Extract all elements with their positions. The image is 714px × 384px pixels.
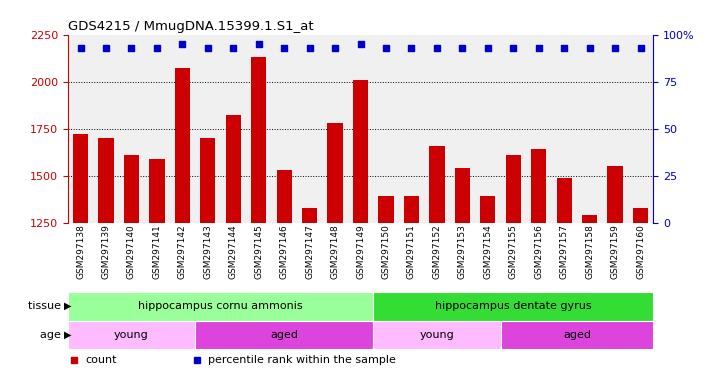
Point — [176, 41, 188, 47]
Text: young: young — [114, 330, 149, 340]
Point — [482, 45, 493, 51]
Point — [278, 45, 290, 51]
Bar — [195, 321, 373, 349]
Bar — [531, 149, 546, 223]
Point — [202, 45, 213, 51]
Point — [228, 45, 239, 51]
Bar — [175, 68, 190, 223]
Point — [610, 45, 621, 51]
Bar — [506, 155, 521, 223]
Text: age: age — [40, 330, 64, 340]
Bar — [373, 321, 501, 349]
Text: percentile rank within the sample: percentile rank within the sample — [208, 355, 396, 365]
Bar — [149, 159, 164, 223]
Bar — [68, 321, 195, 349]
Bar — [99, 138, 114, 223]
Text: ▶: ▶ — [64, 330, 72, 340]
Point — [508, 45, 519, 51]
Bar — [353, 80, 368, 223]
Text: hippocampus cornu ammonis: hippocampus cornu ammonis — [139, 301, 303, 311]
Point — [100, 45, 111, 51]
Bar — [73, 134, 89, 223]
Bar — [404, 196, 419, 223]
Point — [151, 45, 163, 51]
Bar — [124, 155, 139, 223]
Point — [533, 45, 545, 51]
Point — [126, 45, 137, 51]
Point — [584, 45, 595, 51]
Bar — [608, 166, 623, 223]
Text: count: count — [86, 355, 117, 365]
Point — [355, 41, 366, 47]
Bar — [501, 321, 653, 349]
Point — [329, 45, 341, 51]
Text: young: young — [420, 330, 454, 340]
Text: aged: aged — [563, 330, 591, 340]
Bar — [557, 177, 572, 223]
Point — [457, 45, 468, 51]
Bar — [373, 292, 653, 321]
Bar — [429, 146, 445, 223]
Bar — [68, 292, 373, 321]
Bar — [378, 196, 393, 223]
Point — [558, 45, 570, 51]
Point — [431, 45, 443, 51]
Text: ▶: ▶ — [64, 301, 72, 311]
Bar — [200, 138, 216, 223]
Point — [635, 45, 646, 51]
Bar — [251, 57, 266, 223]
Bar — [226, 116, 241, 223]
Text: aged: aged — [270, 330, 298, 340]
Point — [406, 45, 417, 51]
Bar — [455, 168, 470, 223]
Text: tissue: tissue — [28, 301, 64, 311]
Point — [381, 45, 392, 51]
Bar — [276, 170, 292, 223]
Bar — [633, 208, 648, 223]
Point — [253, 41, 264, 47]
Point — [304, 45, 316, 51]
Point — [75, 45, 86, 51]
Bar — [481, 196, 496, 223]
Text: hippocampus dentate gyrus: hippocampus dentate gyrus — [435, 301, 592, 311]
Bar — [302, 208, 317, 223]
Bar — [328, 123, 343, 223]
Text: GDS4215 / MmugDNA.15399.1.S1_at: GDS4215 / MmugDNA.15399.1.S1_at — [68, 20, 313, 33]
Bar — [582, 215, 598, 223]
